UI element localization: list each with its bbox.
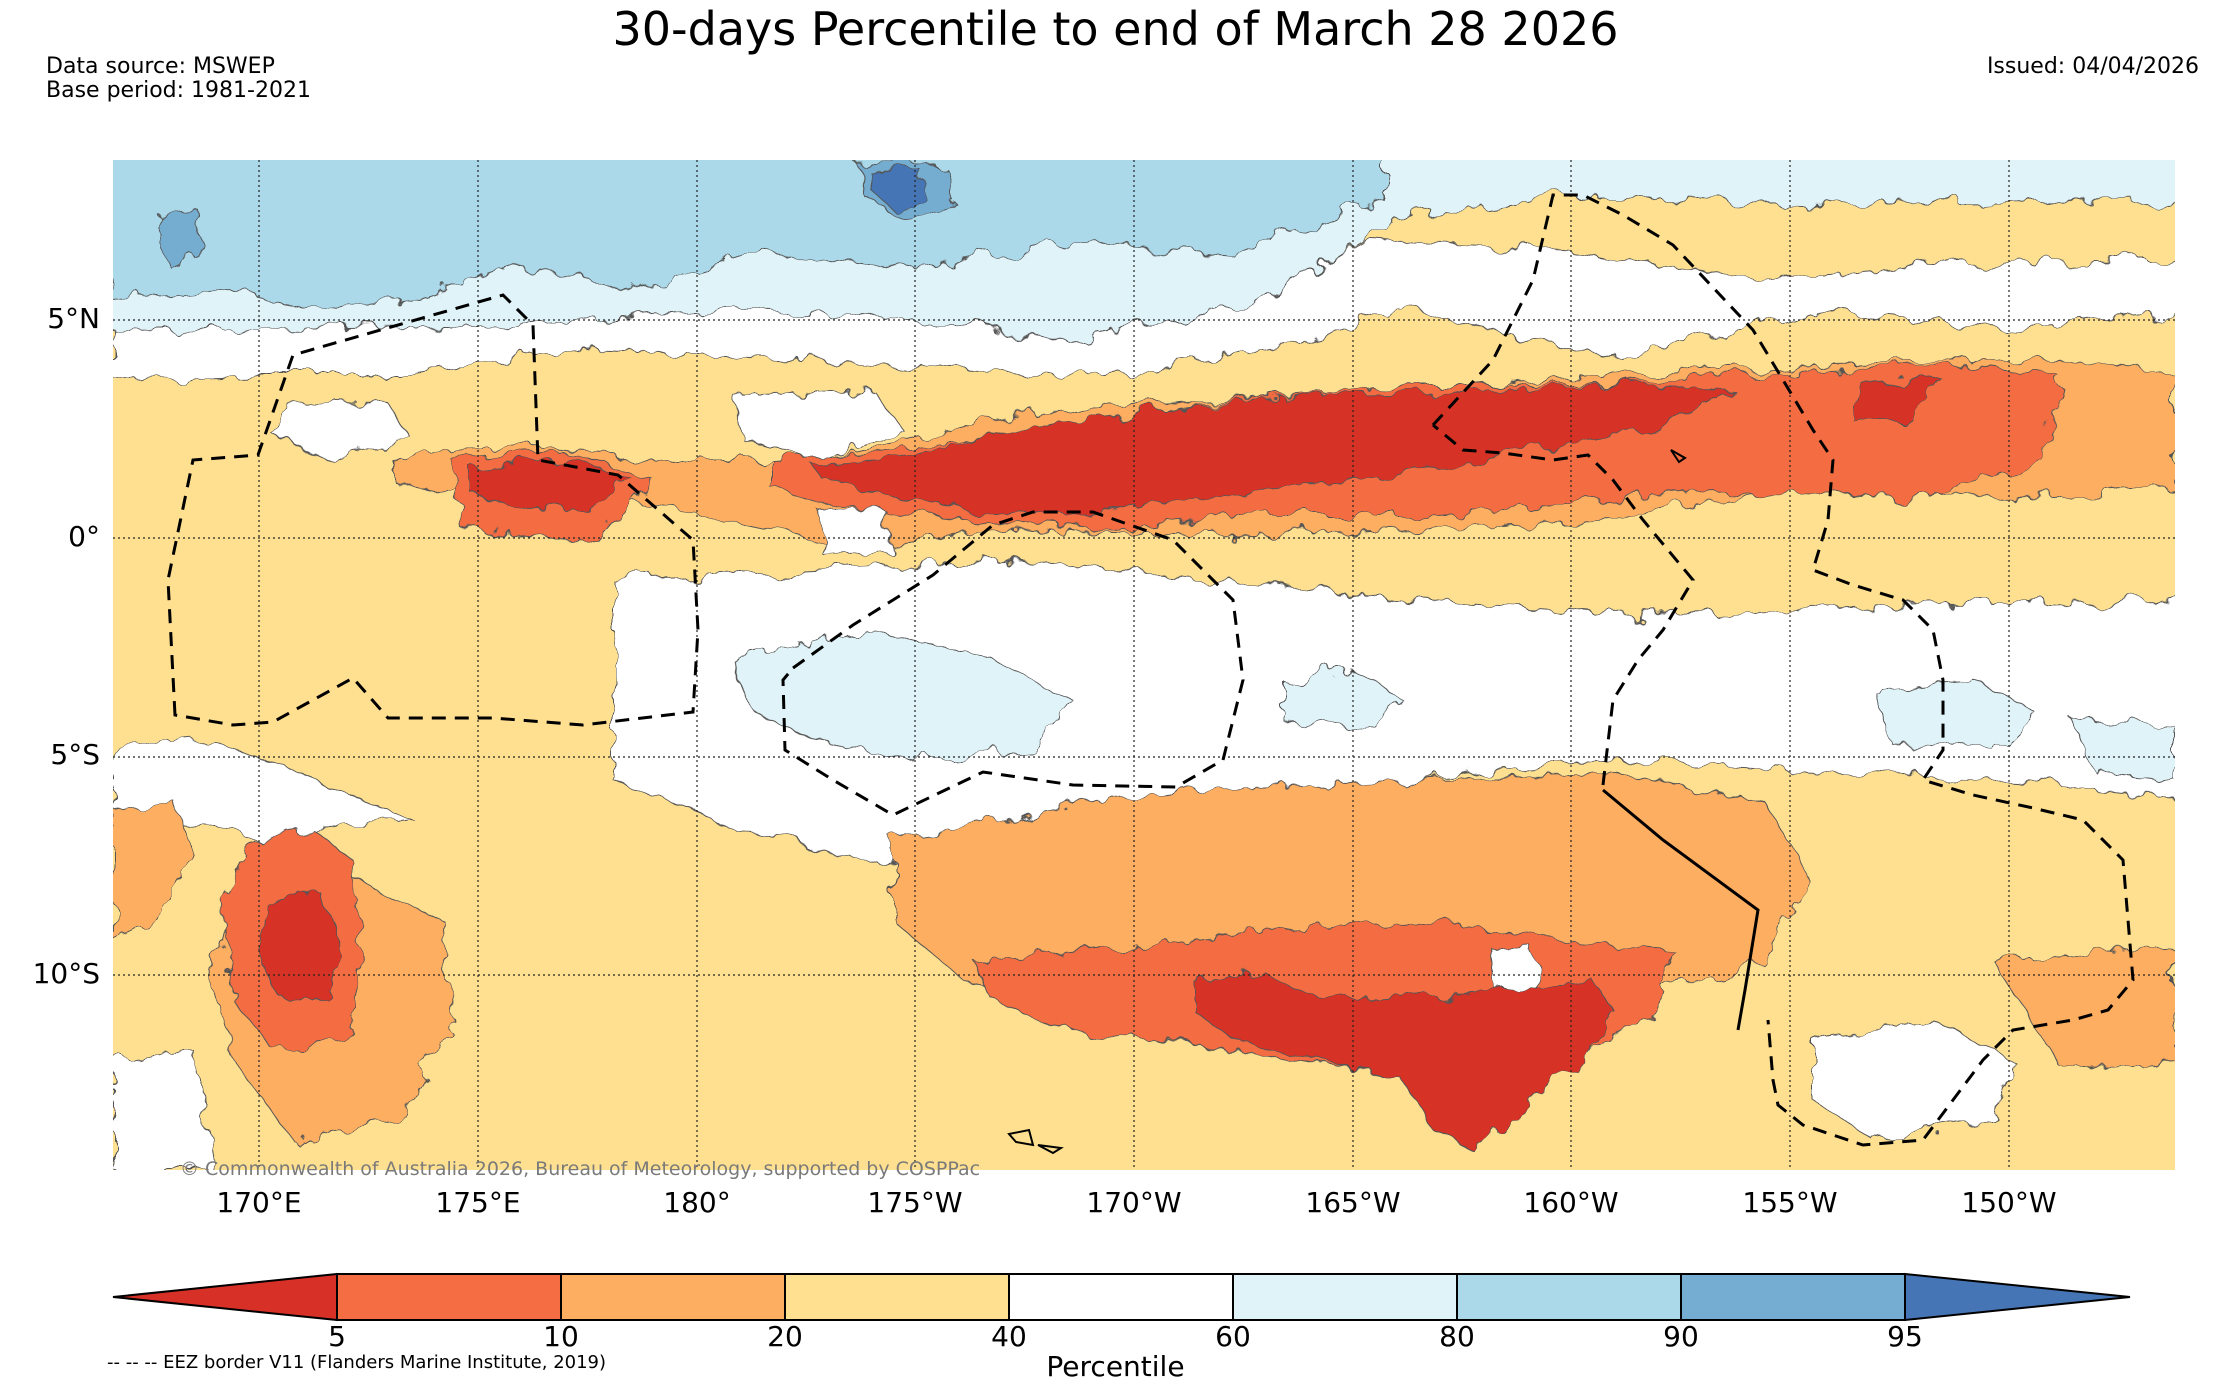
colorbar-segment-60-80: [1232, 1273, 1458, 1321]
lon-label-150w: 150°W: [1961, 1186, 2057, 1219]
colorbar-segment-20-40: [784, 1273, 1010, 1321]
lon-label-175w: 175°W: [867, 1186, 963, 1219]
white-hole-south: [1492, 947, 1539, 993]
band-60-80-south: [732, 629, 2175, 781]
colorbar-tick-40: 40: [991, 1320, 1027, 1353]
colorbar-segment-80-90: [1456, 1273, 1682, 1321]
colorbar-tick-20: 20: [767, 1320, 803, 1353]
colorbar-tick-10: 10: [543, 1320, 579, 1353]
percentile-map: [113, 160, 2175, 1170]
lat-label-0: 0°: [68, 520, 100, 553]
colorbar-tick-60: 60: [1215, 1320, 1251, 1353]
colorbar-segment-above-95: [1904, 1272, 2131, 1322]
colorbar-segment-5-10: [336, 1273, 562, 1321]
colorbar-title: Percentile: [1046, 1350, 1185, 1383]
lon-label-175e: 175°E: [435, 1186, 521, 1219]
white-hole-equator: [817, 507, 889, 556]
white-patch-a: [732, 389, 904, 461]
issued-date-label: Issued: 04/04/2026: [1986, 54, 2199, 79]
lon-label-155w: 155°W: [1742, 1186, 1838, 1219]
lat-label-5n: 5°N: [47, 302, 100, 335]
blob-90-95-west: [157, 209, 204, 271]
base-period-label: Base period: 1981-2021: [46, 78, 311, 103]
lat-label-5s: 5°S: [50, 738, 100, 771]
white-patch-southeast: [113, 1019, 2014, 1170]
white-band-5n: [113, 239, 2175, 381]
lat-label-10s: 10°S: [32, 957, 100, 990]
eez-solid-border: [1602, 788, 1760, 1031]
chart-title: 30-days Percentile to end of March 28 20…: [612, 2, 1619, 56]
lon-label-180: 180°: [663, 1186, 731, 1219]
colorbar-segment-90-95: [1680, 1273, 1906, 1321]
band-below-5-south: [257, 894, 1614, 1151]
copyright-credit: © Commonwealth of Australia 2026, Bureau…: [180, 1158, 981, 1180]
colorbar-segment-40-60: [1008, 1273, 1234, 1321]
eez-borders: [166, 193, 2135, 1147]
graticule: [113, 160, 2175, 1170]
band-below-5-equatorial: [472, 379, 1945, 516]
colorbar: [112, 1272, 2131, 1322]
lon-label-165w: 165°W: [1305, 1186, 1401, 1219]
colorbar-tick-80: 80: [1439, 1320, 1475, 1353]
lon-label-170e: 170°E: [216, 1186, 302, 1219]
data-source-label: Data source: MSWEP: [46, 54, 275, 79]
band-80-90-north: [113, 160, 1384, 311]
white-patch-b: [272, 397, 414, 461]
colorbar-tick-5: 5: [328, 1320, 346, 1353]
colorbar-segment-10-20: [560, 1273, 786, 1321]
colorbar-segment-below-5: [112, 1272, 338, 1322]
islands: [1007, 449, 1687, 1155]
blob-above-95-north: [867, 169, 926, 209]
lon-label-170w: 170°W: [1086, 1186, 1182, 1219]
colorbar-tick-95: 95: [1887, 1320, 1923, 1353]
eez-legend-note: -- -- -- EEZ border V11 (Flanders Marine…: [107, 1352, 607, 1373]
colorbar-tick-90: 90: [1663, 1320, 1699, 1353]
lon-label-160w: 160°W: [1523, 1186, 1619, 1219]
